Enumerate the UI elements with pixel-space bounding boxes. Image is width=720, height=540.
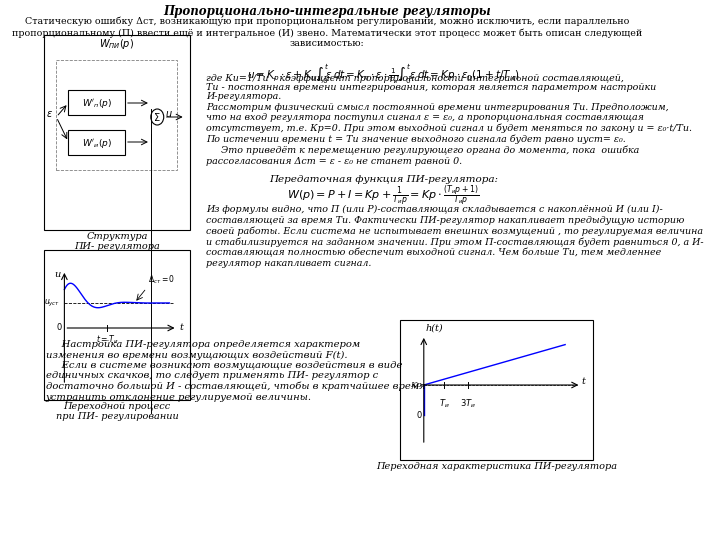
Text: u: u xyxy=(54,270,60,279)
FancyBboxPatch shape xyxy=(68,130,125,155)
Text: $u=K_p \cdot \varepsilon + K_u\int_0^t \!\varepsilon\, dt=K_п \cdot \varepsilon : $u=K_p \cdot \varepsilon + K_u\int_0^t \… xyxy=(247,62,520,86)
Text: И-регулятора.: И-регулятора. xyxy=(206,92,281,101)
Text: $W(p)= P + I = Kp+\frac{1}{T_иp} = Kp\cdot\frac{(T_иp+1)}{T_иp}$: $W(p)= P + I = Kp+\frac{1}{T_иp} = Kp\cd… xyxy=(287,184,480,210)
FancyBboxPatch shape xyxy=(400,320,593,460)
Text: 0: 0 xyxy=(416,410,421,420)
Text: Ти - постоянная времени интегрирования, которая является параметром настройки: Ти - постоянная времени интегрирования, … xyxy=(206,83,656,92)
Text: Статическую ошибку Δст, возникающую при пропорциональном регулировании, можно ис: Статическую ошибку Δст, возникающую при … xyxy=(12,17,642,48)
Text: $3T_и$: $3T_и$ xyxy=(460,398,476,410)
Text: $W_{ПИ}(p)$: $W_{ПИ}(p)$ xyxy=(99,37,135,51)
Text: $W'_и(p)$: $W'_и(p)$ xyxy=(81,137,112,150)
Text: h(t): h(t) xyxy=(426,324,443,333)
Text: $\varepsilon$: $\varepsilon$ xyxy=(46,109,53,119)
Text: Передаточная функция ПИ-регулятора:: Передаточная функция ПИ-регулятора: xyxy=(269,175,498,184)
Text: Пропорционально-интегральные регуляторы: Пропорционально-интегральные регуляторы xyxy=(163,5,491,18)
FancyBboxPatch shape xyxy=(44,35,189,230)
Text: Настройка ПИ-регулятора определяется характером
изменения во времени возмущающих: Настройка ПИ-регулятора определяется хар… xyxy=(46,340,426,402)
FancyBboxPatch shape xyxy=(68,90,125,115)
Text: Переходная характеристика ПИ-регулятора: Переходная характеристика ПИ-регулятора xyxy=(376,462,617,471)
Text: $\Delta_{ст}=0$: $\Delta_{ст}=0$ xyxy=(148,273,176,286)
Text: t: t xyxy=(581,377,585,387)
Text: $u_{уст}$: $u_{уст}$ xyxy=(44,298,60,308)
FancyBboxPatch shape xyxy=(44,250,189,400)
Text: 0: 0 xyxy=(57,323,62,333)
Text: $T_и$: $T_и$ xyxy=(438,398,449,410)
Text: Из формулы видно, что П (или P)-составляющая складывается с накоплённой И (или I: Из формулы видно, что П (или P)-составля… xyxy=(206,205,703,268)
Text: $u$: $u$ xyxy=(166,109,173,119)
Text: Структура
ПИ- регулятора: Структура ПИ- регулятора xyxy=(74,232,160,252)
Text: $t=T_и$: $t=T_и$ xyxy=(96,334,119,347)
Text: $\Sigma$: $\Sigma$ xyxy=(153,111,161,123)
Text: Переходной процесс
при ПИ- регулировании: Переходной процесс при ПИ- регулировании xyxy=(55,402,179,421)
FancyBboxPatch shape xyxy=(56,60,177,170)
Text: t: t xyxy=(180,323,184,333)
Text: Рассмотрим физический смысл постоянной времени интегрирования Ти. Предположим,
ч: Рассмотрим физический смысл постоянной в… xyxy=(206,103,692,166)
Text: где Ки=1/Ти – коэффициент пропорциональности интегральной составляющей,: где Ки=1/Ти – коэффициент пропорциональн… xyxy=(206,74,624,83)
Text: Kp: Kp xyxy=(410,381,421,389)
Text: $W'_п(p)$: $W'_п(p)$ xyxy=(81,97,112,110)
